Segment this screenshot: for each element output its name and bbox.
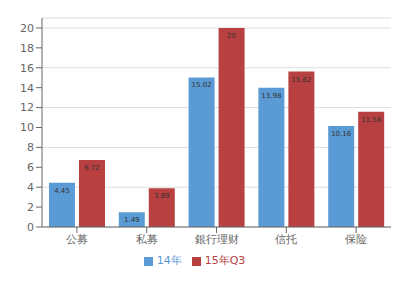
svg-text:20: 20 xyxy=(227,32,236,40)
svg-text:11.58: 11.58 xyxy=(361,116,381,124)
svg-text:銀行理财: 銀行理财 xyxy=(195,233,239,246)
svg-text:6.72: 6.72 xyxy=(84,164,100,172)
svg-text:6: 6 xyxy=(27,161,34,174)
svg-text:13.98: 13.98 xyxy=(261,92,281,100)
svg-text:12: 12 xyxy=(20,101,34,114)
svg-text:4: 4 xyxy=(27,181,34,194)
svg-text:信托: 信托 xyxy=(275,233,297,246)
svg-text:保险: 保险 xyxy=(345,233,367,246)
svg-text:15.02: 15.02 xyxy=(192,81,212,89)
svg-text:4.45: 4.45 xyxy=(54,187,70,195)
svg-text:0: 0 xyxy=(27,221,34,234)
svg-text:3.89: 3.89 xyxy=(154,192,170,200)
svg-text:10.16: 10.16 xyxy=(331,130,352,138)
svg-text:私募: 私募 xyxy=(136,233,158,246)
html-text:15年Q3: 15年Q3 xyxy=(204,254,246,267)
svg-text:1.49: 1.49 xyxy=(124,216,140,224)
svg-text:15.62: 15.62 xyxy=(291,76,311,84)
svg-text:8: 8 xyxy=(27,141,34,154)
svg-text:14: 14 xyxy=(20,82,34,95)
svg-text:2: 2 xyxy=(27,201,34,214)
html-text:14年: 14年 xyxy=(156,254,182,267)
svg-text:18: 18 xyxy=(20,42,34,55)
svg-text:20: 20 xyxy=(20,22,34,35)
svg-text:10: 10 xyxy=(20,121,34,134)
svg-text:16: 16 xyxy=(20,62,34,75)
svg-text:公募: 公募 xyxy=(66,233,88,246)
